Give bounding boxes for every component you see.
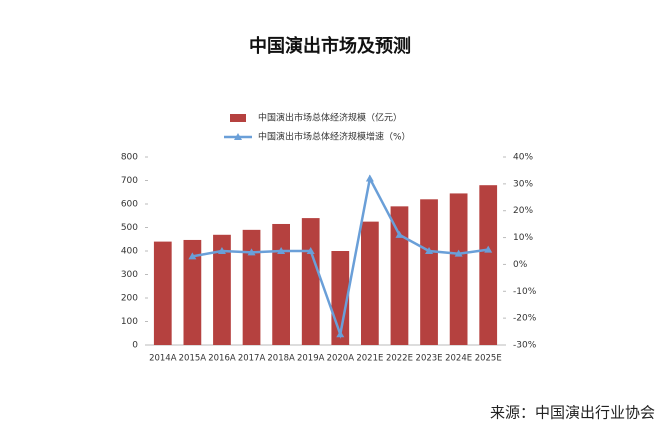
- marker: [217, 247, 226, 254]
- x-tick-label: 2016A: [208, 354, 236, 364]
- bar: [390, 206, 409, 345]
- marker: [365, 174, 374, 182]
- legend-label: 中国演出市场总体经济规模（亿元）: [258, 112, 402, 124]
- marker: [425, 247, 434, 254]
- y-tick-label: 500: [121, 223, 138, 233]
- bar: [242, 229, 261, 345]
- bar: [449, 193, 468, 345]
- y-tick-label: 300: [121, 270, 138, 280]
- bar: [361, 221, 379, 345]
- y2-tick-label: 20%: [513, 206, 533, 216]
- x-tick-label: 2023E: [416, 354, 443, 364]
- y-tick-label: 800: [121, 153, 138, 163]
- marker: [484, 245, 493, 253]
- y2-tick-label: 10%: [513, 233, 533, 243]
- y-tick-label: 600: [121, 200, 138, 210]
- legend-swatch: [234, 133, 242, 140]
- y2-tick-label: -10%: [513, 287, 537, 297]
- bar: [479, 185, 498, 345]
- bar: [301, 218, 320, 345]
- x-tick-label: 2015A: [179, 354, 207, 364]
- legend-swatch: [230, 114, 246, 122]
- x-tick-label: 2025E: [475, 354, 502, 364]
- x-tick-label: 2020A: [327, 354, 355, 364]
- y2-tick-label: -20%: [513, 314, 537, 324]
- x-tick-label: 2022E: [386, 354, 413, 364]
- legend-label: 中国演出市场总体经济规模增速（%）: [258, 131, 411, 143]
- chart-title: 中国演出市场及预测: [249, 35, 411, 57]
- y-tick-label: 700: [121, 176, 138, 186]
- x-tick-label: 2021E: [356, 354, 383, 364]
- bar: [183, 239, 202, 345]
- x-tick-label: 2017A: [238, 354, 266, 364]
- y2-tick-label: 30%: [513, 179, 533, 189]
- y2-tick-label: -30%: [513, 341, 537, 351]
- x-tick-label: 2024E: [445, 354, 472, 364]
- x-tick-label: 2019A: [297, 354, 325, 364]
- marker: [306, 247, 315, 254]
- y-tick-label: 100: [121, 317, 138, 327]
- bar: [272, 223, 290, 345]
- bar: [213, 234, 231, 345]
- marker: [395, 230, 404, 238]
- y-tick-label: 400: [121, 247, 138, 257]
- y-tick-label: 0: [132, 341, 138, 351]
- marker: [188, 252, 197, 260]
- marker: [336, 330, 345, 338]
- marker: [277, 247, 286, 254]
- marker: [247, 248, 256, 256]
- x-tick-label: 2018A: [267, 354, 295, 364]
- x-tick-label: 2014A: [149, 354, 177, 364]
- marker: [454, 249, 463, 257]
- source: 来源：中国演出行业协会: [490, 404, 655, 422]
- bar: [153, 241, 172, 345]
- bar: [420, 199, 438, 345]
- y2-tick-label: 40%: [513, 153, 533, 163]
- y2-tick-label: 0%: [513, 260, 528, 270]
- y-tick-label: 200: [121, 294, 138, 304]
